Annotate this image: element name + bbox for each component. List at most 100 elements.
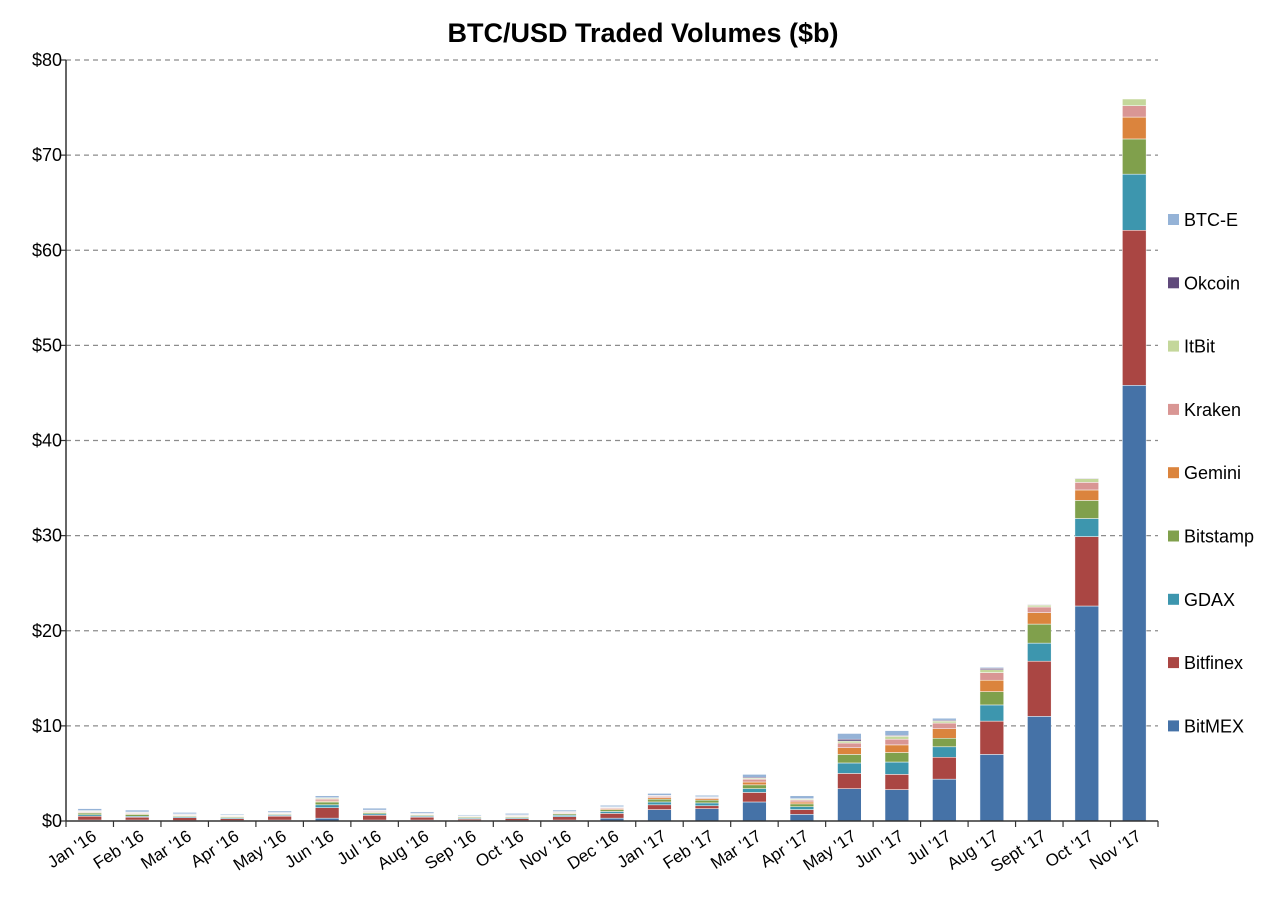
bar-kraken-mar-17 (742, 778, 767, 783)
legend-swatch-gdax (1168, 593, 1179, 605)
bar-gdax-aug-17 (979, 704, 1004, 722)
bar-bitmex-jul-17 (932, 778, 957, 822)
bar-bitfinex-feb-17 (694, 805, 720, 809)
bar-bitfinex-jan-16 (77, 815, 102, 821)
bar-bitfinex-aug-17 (979, 720, 1004, 755)
bar-gdax-oct-17 (1074, 518, 1099, 537)
legend-swatch-gemini (1168, 467, 1179, 479)
bar-bitstamp-nov-17 (1122, 138, 1147, 175)
bar-kraken-jul-17 (932, 722, 957, 729)
bar-okcoin-oct-17 (1074, 477, 1099, 479)
bar-itbit-oct-17 (1074, 478, 1099, 483)
bar-itbit-jun-17 (884, 736, 909, 740)
bar-gdax-jul-17 (932, 746, 957, 758)
legend-label-bitstamp: Bitstamp (1184, 527, 1254, 547)
bar-btc-e-may-17 (837, 733, 862, 740)
bar-okcoin-sept-17 (1027, 604, 1052, 606)
bar-gdax-jun-17 (884, 761, 909, 775)
legend-label-bitfinex: Bitfinex (1184, 653, 1243, 673)
bar-bitstamp-aug-17 (979, 691, 1004, 706)
legend: BTC-E Okcoin ItBit Kraken Gemini Bitstamp GDAX… (1168, 210, 1254, 736)
legend-label-kraken: Kraken (1184, 400, 1241, 420)
y-tick-label-0: $0 (42, 811, 62, 831)
bar-gemini-sept-17 (1027, 612, 1052, 625)
bar-bitfinex-may-17 (837, 773, 862, 789)
bar-bitmex-oct-17 (1074, 605, 1099, 822)
bar-bitmex-nov-17 (1122, 385, 1147, 822)
bar-gdax-nov-17 (1122, 173, 1147, 231)
bar-btc-e-mar-17 (742, 774, 767, 778)
y-tick-labels: $0 $10 $20 $30 $40 $50 $60 $70 $80 (32, 50, 62, 831)
legend-swatch-btc-e (1168, 214, 1179, 225)
legend-swatch-bitstamp (1168, 530, 1179, 542)
legend-swatch-okcoin (1168, 277, 1179, 289)
bars (77, 98, 1147, 822)
bar-kraken-oct-17 (1074, 482, 1099, 491)
bar-gdax-jan-17 (647, 801, 672, 806)
legend-swatch-kraken (1168, 403, 1179, 415)
bar-bitfinex-sept-17 (1027, 660, 1052, 717)
bar-gemini-jun-17 (884, 744, 909, 753)
bar-kraken-may-17 (837, 742, 862, 749)
bar-kraken-nov-17 (1122, 105, 1147, 118)
bar-bitstamp-dec-16 (599, 809, 625, 812)
bar-kraken-jun-16 (315, 798, 340, 802)
bar-bitstamp-sept-17 (1027, 623, 1052, 644)
bar-btc-e-jun-16 (315, 795, 340, 798)
bar-bitmex-mar-17 (742, 801, 767, 822)
bar-bitfinex-may-16 (267, 815, 292, 821)
bar-itbit-aug-17 (979, 669, 1004, 673)
bar-btc-e-oct-16 (504, 813, 530, 816)
bar-bitmex-sept-17 (1027, 716, 1052, 822)
bar-gemini-aug-17 (979, 679, 1004, 692)
legend-label-itbit: ItBit (1184, 337, 1215, 357)
bar-gemini-oct-17 (1074, 489, 1099, 501)
bar-bitfinex-jun-16 (315, 807, 340, 819)
bar-btc-e-jan-16 (77, 808, 102, 811)
bar-bitfinex-apr-17 (789, 809, 815, 815)
chart-title: BTC/USD Traded Volumes ($b) (447, 18, 838, 48)
bar-bitfinex-jun-17 (884, 774, 909, 790)
bar-bitmex-may-17 (837, 788, 862, 822)
bar-btc-e-dec-16 (599, 805, 625, 807)
bar-bitstamp-feb-17 (694, 799, 720, 804)
bar-bitfinex-aug-16 (409, 816, 435, 821)
legend-label-gemini: Gemini (1184, 463, 1241, 483)
axes (60, 59, 1159, 827)
bar-kraken-sept-17 (1027, 606, 1052, 613)
bar-kraken-jun-17 (884, 738, 909, 746)
bar-gdax-dec-16 (599, 811, 625, 814)
bar-btc-e-aug-16 (409, 811, 435, 814)
y-tick-label-70: $70 (32, 145, 62, 165)
y-tick-label-40: $40 (32, 431, 62, 451)
bar-btc-e-jul-17 (932, 718, 957, 721)
bar-bitmex-jun-17 (884, 789, 909, 822)
bar-itbit-may-17 (837, 740, 862, 744)
bar-bitfinex-jul-16 (362, 815, 387, 821)
bar-btc-e-mar-16 (172, 812, 197, 815)
legend-label-gdax: GDAX (1184, 590, 1235, 610)
y-tick-label-60: $60 (32, 240, 62, 260)
bar-bitfinex-feb-16 (125, 816, 150, 821)
legend-swatch-bitfinex (1168, 657, 1179, 669)
bar-itbit-nov-17 (1122, 98, 1147, 106)
bar-btc-e-may-16 (267, 810, 292, 813)
y-tick-label-10: $10 (32, 716, 62, 736)
y-tick-label-50: $50 (32, 335, 62, 355)
y-tick-label-30: $30 (32, 526, 62, 546)
bar-bitfinex-nov-16 (552, 816, 577, 821)
bar-bitstamp-jul-17 (932, 737, 957, 748)
bar-bitstamp-jun-16 (315, 801, 340, 806)
bar-bitstamp-apr-17 (789, 803, 815, 807)
bar-bitstamp-oct-17 (1074, 500, 1099, 519)
legend-label-bitmex: BitMEX (1184, 716, 1244, 736)
bar-gdax-jun-16 (315, 804, 340, 808)
bar-bitstamp-may-17 (837, 754, 862, 764)
bar-bitmex-feb-17 (694, 808, 720, 822)
y-tick-label-20: $20 (32, 621, 62, 641)
bar-gdax-mar-17 (742, 788, 767, 793)
bar-bitstamp-jan-17 (647, 798, 672, 803)
bar-btc-e-apr-16 (220, 814, 245, 816)
